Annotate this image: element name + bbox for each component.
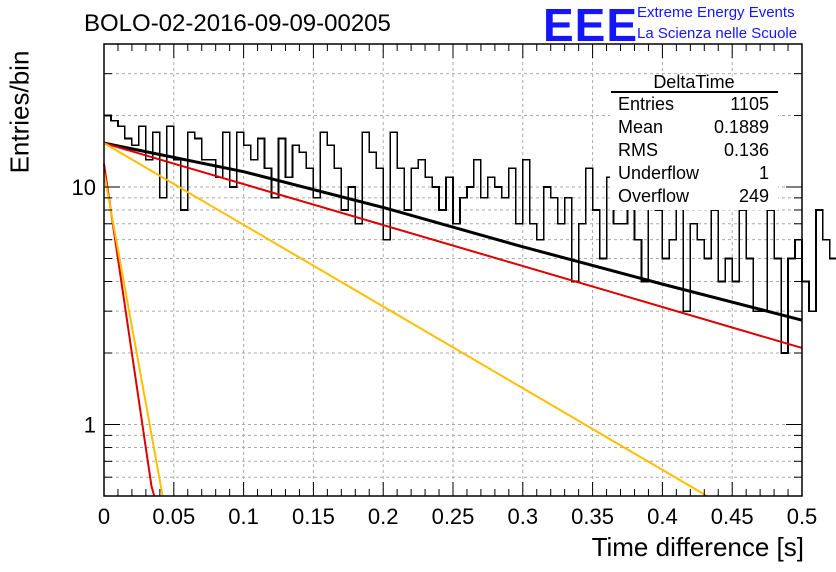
x-tick-label: 0.35 — [571, 504, 614, 529]
x-tick-label: 0.5 — [787, 504, 818, 529]
histogram-layer — [104, 114, 836, 354]
stats-mean-label: Mean — [618, 117, 663, 137]
fit-line-4 — [103, 172, 164, 497]
x-tick-label: 0.3 — [508, 504, 539, 529]
x-tick-label: 0.4 — [647, 504, 678, 529]
stats-entries-value: 1105 — [730, 94, 769, 114]
eee-logo: EEE — [543, 0, 639, 51]
histogram-steps — [104, 114, 836, 354]
x-tick-label: 0 — [98, 504, 110, 529]
stats-rms-label: RMS — [618, 140, 658, 160]
y-tick-label: 1 — [84, 413, 96, 438]
brand-line-2: La Scienza nelle Scuole — [637, 25, 798, 42]
x-axis-label: Time difference [s] — [591, 532, 804, 562]
axes-layer: 0 0.05 0.1 0.15 0.2 0.25 0.3 0.35 0.4 0.45 0.5 1 10 — [72, 43, 818, 529]
stats-rms-value: 0.136 — [724, 140, 769, 160]
fit-line-3 — [103, 142, 708, 497]
stats-box: DeltaTime Entries 1105 Mean 0.1889 RMS 0… — [610, 72, 778, 210]
y-tick-label: 10 — [72, 175, 96, 200]
fit-line-0 — [103, 141, 803, 322]
fit-line-1 — [103, 142, 803, 349]
x-tick-label: 0.1 — [228, 504, 259, 529]
fit-lines-layer — [103, 141, 803, 497]
stats-entries-label: Entries — [618, 94, 674, 114]
stats-overflow-value: 249 — [739, 186, 769, 206]
x-tick-label: 0.25 — [432, 504, 475, 529]
stats-mean-value: 0.1889 — [714, 117, 769, 137]
x-tick-label: 0.45 — [711, 504, 754, 529]
grid-lines — [104, 44, 802, 496]
brand-line-1: Extreme Energy Events — [637, 4, 795, 21]
x-tick-label: 0.2 — [368, 504, 399, 529]
x-tick-label: 0.15 — [292, 504, 335, 529]
stats-underflow-label: Underflow — [618, 163, 700, 183]
stats-overflow-label: Overflow — [618, 186, 690, 206]
chart-title: BOLO-02-2016-09-09-00205 — [84, 10, 391, 37]
x-tick-label: 0.05 — [152, 504, 195, 529]
fit-line-2 — [103, 163, 156, 497]
stats-box-title: DeltaTime — [653, 72, 734, 92]
stats-underflow-value: 1 — [759, 163, 769, 183]
stats-box-background — [610, 76, 778, 210]
